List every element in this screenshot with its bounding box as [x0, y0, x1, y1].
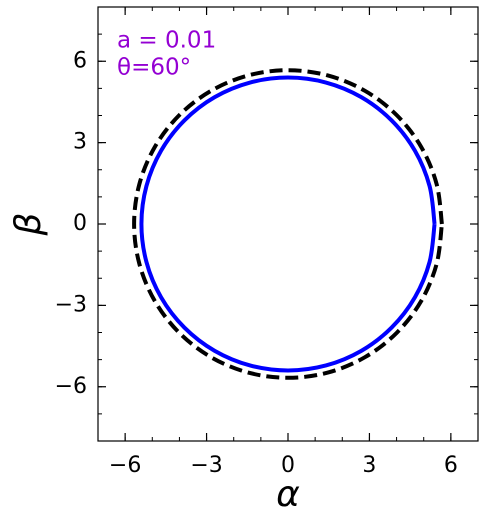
- y-tick-label: −6: [55, 374, 87, 399]
- annotation: a = 0.01: [117, 28, 216, 54]
- curve: [132, 68, 444, 380]
- x-tick-label: 3: [362, 453, 376, 478]
- curve: [139, 75, 437, 373]
- y-axis-label: β: [8, 213, 49, 237]
- x-axis-label: α: [276, 474, 300, 515]
- y-tick-label: 6: [73, 48, 87, 73]
- y-tick-label: −3: [55, 292, 87, 317]
- x-tick-label: −6: [109, 453, 141, 478]
- x-tick-label: −3: [190, 453, 222, 478]
- y-tick-label: 3: [73, 130, 87, 155]
- x-tick-label: 6: [444, 453, 458, 478]
- annotation: θ=60°: [117, 55, 191, 81]
- plot-frame: [97, 6, 479, 442]
- x-tick-label: 0: [281, 453, 295, 478]
- y-tick-label: 0: [73, 211, 87, 236]
